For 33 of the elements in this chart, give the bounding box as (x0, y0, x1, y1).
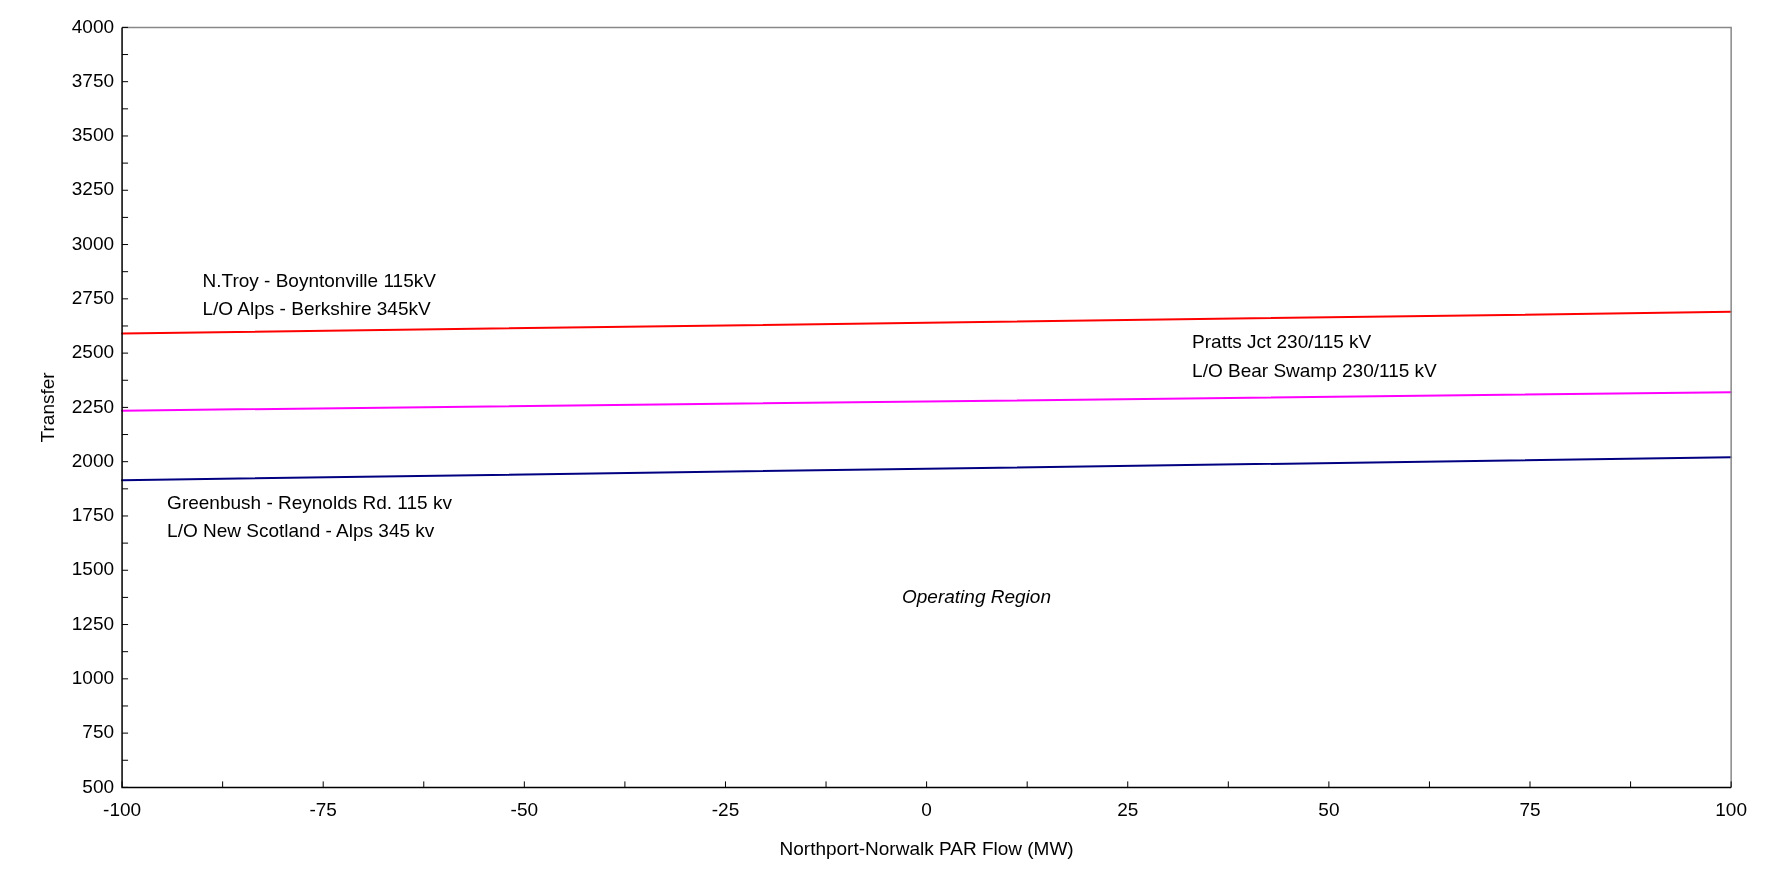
x-axis-title: Northport-Norwalk PAR Flow (MW) (779, 837, 1074, 859)
x-tick-label: -100 (103, 799, 142, 821)
y-tick-label: 1500 (71, 558, 115, 580)
y-tick-label: 3250 (71, 178, 115, 200)
y-tick-label: 750 (82, 721, 115, 743)
x-tick-label: 75 (1519, 799, 1541, 821)
y-tick-label: 2750 (71, 287, 115, 309)
annotation: L/O Alps - Berkshire 345kV (202, 297, 431, 320)
annotation: Operating Region (902, 585, 1051, 608)
x-tick-label: -50 (510, 799, 539, 821)
y-tick-label: 3000 (71, 232, 115, 254)
x-tick-label: 0 (921, 799, 932, 821)
annotation: N.Troy - Boyntonville 115kV (202, 269, 436, 292)
x-tick-label: 100 (1715, 799, 1747, 821)
y-tick-label: 1250 (71, 612, 115, 634)
y-tick-label: 1000 (71, 667, 115, 689)
x-tick-label: 25 (1117, 799, 1139, 821)
y-tick-label: 500 (82, 775, 115, 797)
annotation: L/O Bear Swamp 230/115 kV (1192, 359, 1437, 382)
x-tick-label: -75 (309, 799, 337, 821)
annotation: Pratts Jct 230/115 kV (1192, 331, 1372, 353)
y-axis-title: Transfer (36, 371, 58, 443)
y-tick-label: 2250 (71, 395, 115, 417)
y-tick-label: 3750 (71, 69, 115, 91)
y-tick-label: 2500 (71, 341, 115, 363)
y-tick-label: 3500 (71, 124, 115, 146)
annotation: L/O New Scotland - Alps 345 kv (167, 519, 435, 542)
x-tick-label: -25 (711, 799, 740, 821)
y-tick-label: 4000 (71, 15, 115, 37)
y-tick-label: 2000 (71, 449, 115, 471)
y-tick-label: 1750 (71, 504, 115, 526)
annotation: Greenbush - Reynolds Rd. 115 kv (167, 491, 452, 514)
x-tick-label: 50 (1318, 799, 1340, 821)
